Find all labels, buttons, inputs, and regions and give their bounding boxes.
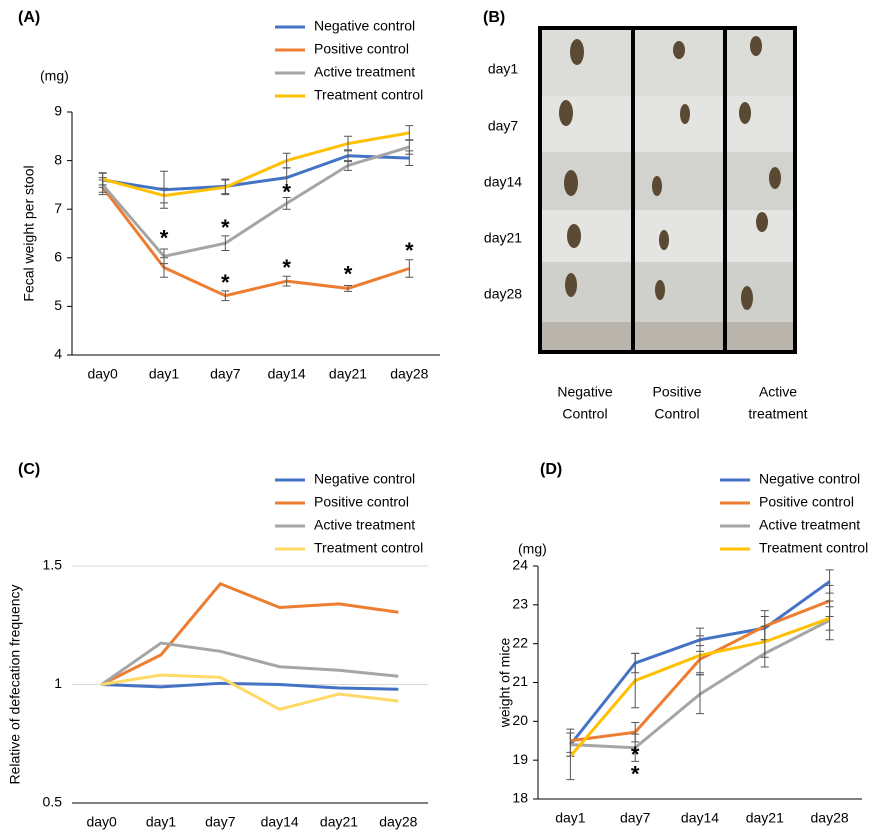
y-unit: (mg) (518, 541, 547, 557)
legend-label: Active treatment (759, 517, 860, 533)
legend-label: Treatment control (759, 540, 868, 556)
series-line (102, 584, 399, 685)
legend-label: Negative control (314, 471, 415, 487)
significance-mark: * (282, 180, 291, 205)
x-tick-label: day0 (87, 366, 118, 382)
row-label: day14 (484, 174, 522, 190)
x-tick-label: day7 (205, 814, 236, 830)
photo (540, 28, 795, 352)
legend-label: Treatment control (314, 540, 423, 556)
y-tick-label: 19 (512, 751, 528, 767)
x-tick-label: day21 (329, 366, 367, 382)
y-tick-label: 24 (512, 557, 528, 573)
y-tick-label: 5 (54, 297, 62, 313)
series-line (103, 147, 410, 256)
y-unit: (mg) (40, 68, 69, 84)
panel-label: (D) (540, 461, 562, 478)
significance-mark: * (631, 762, 640, 787)
y-tick-label: 6 (54, 249, 62, 265)
x-tick-label: day14 (268, 366, 306, 382)
x-tick-label: day7 (210, 366, 241, 382)
x-tick-label: day21 (320, 814, 358, 830)
y-tick-label: 0.5 (43, 794, 63, 810)
column-label: Active (759, 384, 797, 400)
row-label: day28 (484, 286, 522, 302)
y-tick-label: 21 (512, 673, 528, 689)
x-tick-label: day7 (620, 810, 651, 826)
x-tick-label: day14 (681, 810, 719, 826)
significance-mark: * (405, 238, 414, 263)
y-tick-label: 23 (512, 596, 528, 612)
y-axis-label: weight of mice (497, 638, 513, 729)
x-tick-label: day0 (86, 814, 117, 830)
legend-label: Active treatment (314, 64, 415, 80)
x-tick-label: day1 (146, 814, 177, 830)
x-tick-label: day28 (811, 810, 849, 826)
y-tick-label: 8 (54, 151, 62, 167)
row-label: day1 (488, 61, 519, 77)
y-axis-label: Relative of defecation frequency (7, 584, 23, 784)
series-line (102, 675, 399, 709)
x-tick-label: day1 (555, 810, 586, 826)
column-label: treatment (748, 406, 807, 422)
panel-label: (B) (483, 9, 505, 26)
y-tick-label: 20 (512, 712, 528, 728)
significance-mark: * (160, 226, 169, 251)
legend-label: Active treatment (314, 517, 415, 533)
x-tick-label: day28 (379, 814, 417, 830)
photo-band (540, 152, 795, 210)
y-axis-label: Fecal weight per stool (21, 165, 37, 301)
x-tick-label: day14 (261, 814, 299, 830)
panel-label: (A) (18, 9, 40, 26)
x-tick-label: day1 (149, 366, 180, 382)
column-label: Control (654, 406, 699, 422)
ruler (540, 322, 795, 352)
y-tick-label: 22 (512, 634, 528, 650)
legend-label: Positive control (314, 494, 409, 510)
legend-label: Positive control (759, 494, 854, 510)
series-line (103, 187, 410, 295)
significance-mark: * (221, 215, 230, 240)
legend-label: Positive control (314, 41, 409, 57)
x-tick-label: day28 (390, 366, 428, 382)
y-tick-label: 9 (54, 103, 62, 119)
panel-label: (C) (18, 461, 40, 478)
significance-mark: * (344, 262, 353, 287)
y-tick-label: 7 (54, 200, 62, 216)
x-tick-label: day21 (746, 810, 784, 826)
y-tick-label: 1.5 (43, 557, 63, 573)
figure: 4 5 6 7 8 9 day0 day1 day7 day14 day21 day28 * * * * * * *… (0, 0, 882, 832)
y-tick-label: 1 (54, 675, 62, 691)
legend-label: Negative control (314, 18, 415, 34)
row-label: day21 (484, 230, 522, 246)
y-tick-label: 4 (54, 346, 62, 362)
y-tick-label: 18 (512, 790, 528, 806)
column-label: Negative (557, 384, 612, 400)
column-label: Positive (652, 384, 701, 400)
photo-band (540, 262, 795, 322)
row-label: day7 (488, 118, 519, 134)
legend-label: Treatment control (314, 87, 423, 103)
significance-mark: * (282, 255, 291, 280)
significance-mark: * (221, 270, 230, 295)
column-label: Control (562, 406, 607, 422)
legend-label: Negative control (759, 471, 860, 487)
